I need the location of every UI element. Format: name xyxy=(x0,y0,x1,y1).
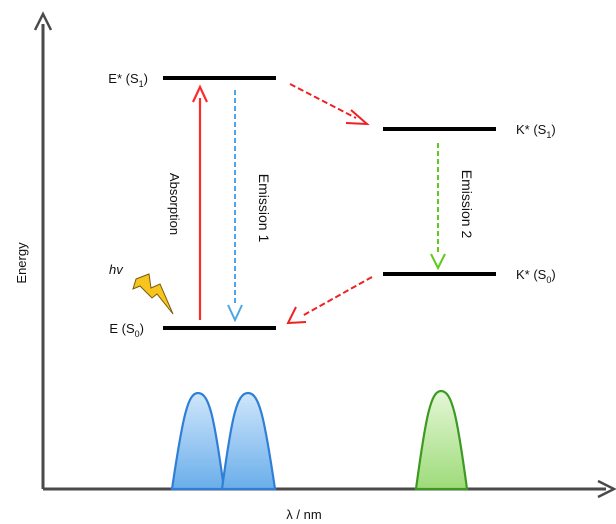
hv-label: hv xyxy=(109,262,124,277)
transfer-arrow-excited xyxy=(289,83,370,126)
emission2-label: Emission 2 xyxy=(459,170,475,239)
label-e-ground: E (S0) xyxy=(109,321,144,339)
y-axis xyxy=(33,11,53,489)
label-k-star-s1: K* (S1) xyxy=(516,122,556,140)
x-axis-arrowhead xyxy=(597,479,616,499)
y-axis-arrowhead xyxy=(33,11,53,31)
x-axis-label: λ / nm xyxy=(286,507,321,522)
y-axis-label: Energy xyxy=(14,242,29,284)
emission1-arrow xyxy=(227,90,243,323)
lightning-bolt-icon xyxy=(132,273,174,315)
emission1-label: Emission 1 xyxy=(256,174,272,243)
absorption-band xyxy=(170,391,226,491)
x-axis xyxy=(43,479,616,499)
label-e-star: E* (S1) xyxy=(108,71,148,89)
emission1-band xyxy=(220,391,277,491)
emission2-band xyxy=(414,389,469,491)
absorption-label: Absorption xyxy=(167,173,182,235)
emission2-arrow xyxy=(430,143,446,271)
absorption-arrow xyxy=(192,84,208,320)
label-k-star-s0: K* (S0) xyxy=(516,267,556,285)
transfer-arrow-ground xyxy=(286,276,373,325)
